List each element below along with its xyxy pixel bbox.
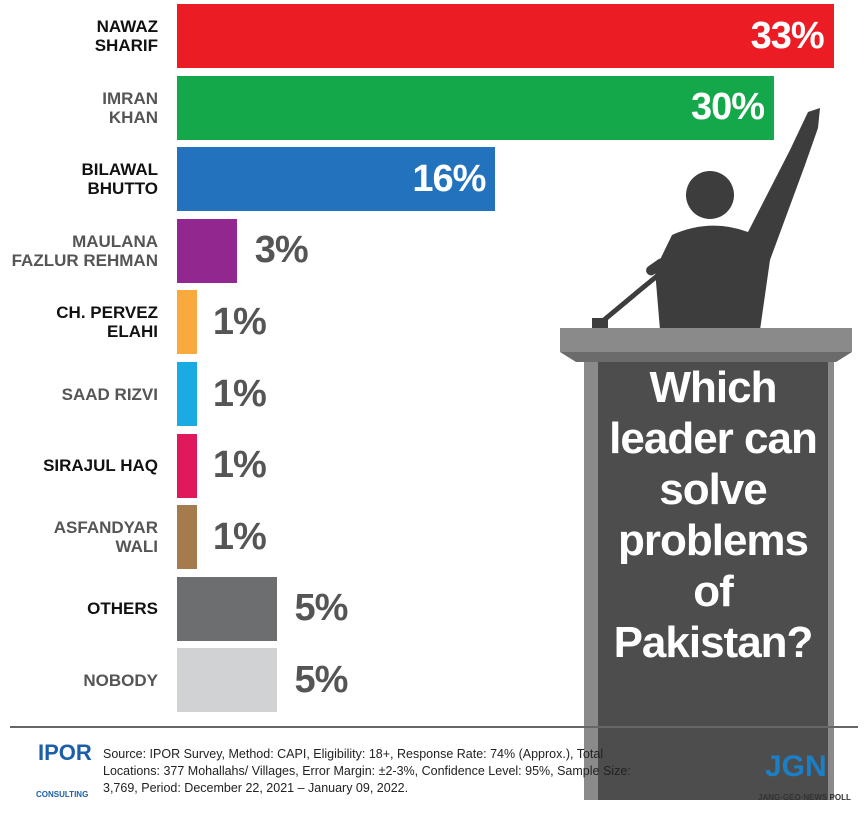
bar xyxy=(177,290,197,355)
value-label: 30% xyxy=(690,86,765,129)
value-label: 33% xyxy=(750,14,825,57)
bar xyxy=(177,4,834,68)
category-label: NOBODY xyxy=(83,670,158,690)
bar xyxy=(177,433,197,498)
logo-text: CONSULTING xyxy=(36,790,89,799)
value-label: 3% xyxy=(254,229,309,272)
category-label: IMRAN KHAN xyxy=(102,88,158,127)
divider xyxy=(10,726,858,728)
value-label: 1% xyxy=(212,372,267,415)
category-label: NAWAZ SHARIF xyxy=(94,17,158,55)
logo-text: JANG·GEO·NEWS POLL xyxy=(758,793,851,802)
bar xyxy=(177,218,237,283)
logo-text: JGN xyxy=(765,750,827,783)
bar xyxy=(177,75,774,140)
value-label: 1% xyxy=(212,300,267,343)
bar xyxy=(177,362,197,426)
category-label: BILAWAL BHUTTO xyxy=(81,160,159,199)
category-label: MAULANA FAZLUR REHMAN xyxy=(11,231,158,270)
category-label: CH. PERVEZ ELAHI xyxy=(56,303,158,342)
question-title: Which leader can solve problems of Pakis… xyxy=(609,363,818,667)
logo-text: IPOR xyxy=(38,740,92,765)
category-label: SAAD RIZVI xyxy=(61,384,158,404)
value-label: 1% xyxy=(212,444,267,487)
source-note: Source: IPOR Survey, Method: CAPI, Eligi… xyxy=(103,747,631,795)
category-label: SIRAJUL HAQ xyxy=(43,456,158,476)
bar xyxy=(177,648,277,713)
bar xyxy=(177,147,496,212)
value-label: 16% xyxy=(412,157,486,200)
value-label: 5% xyxy=(294,658,349,701)
category-label: ASFANDYAR WALI xyxy=(53,518,158,557)
bar xyxy=(177,505,197,570)
value-label: 1% xyxy=(212,515,267,558)
value-label: 5% xyxy=(294,587,349,630)
category-label: OTHERS xyxy=(87,599,158,619)
bar xyxy=(177,576,277,641)
